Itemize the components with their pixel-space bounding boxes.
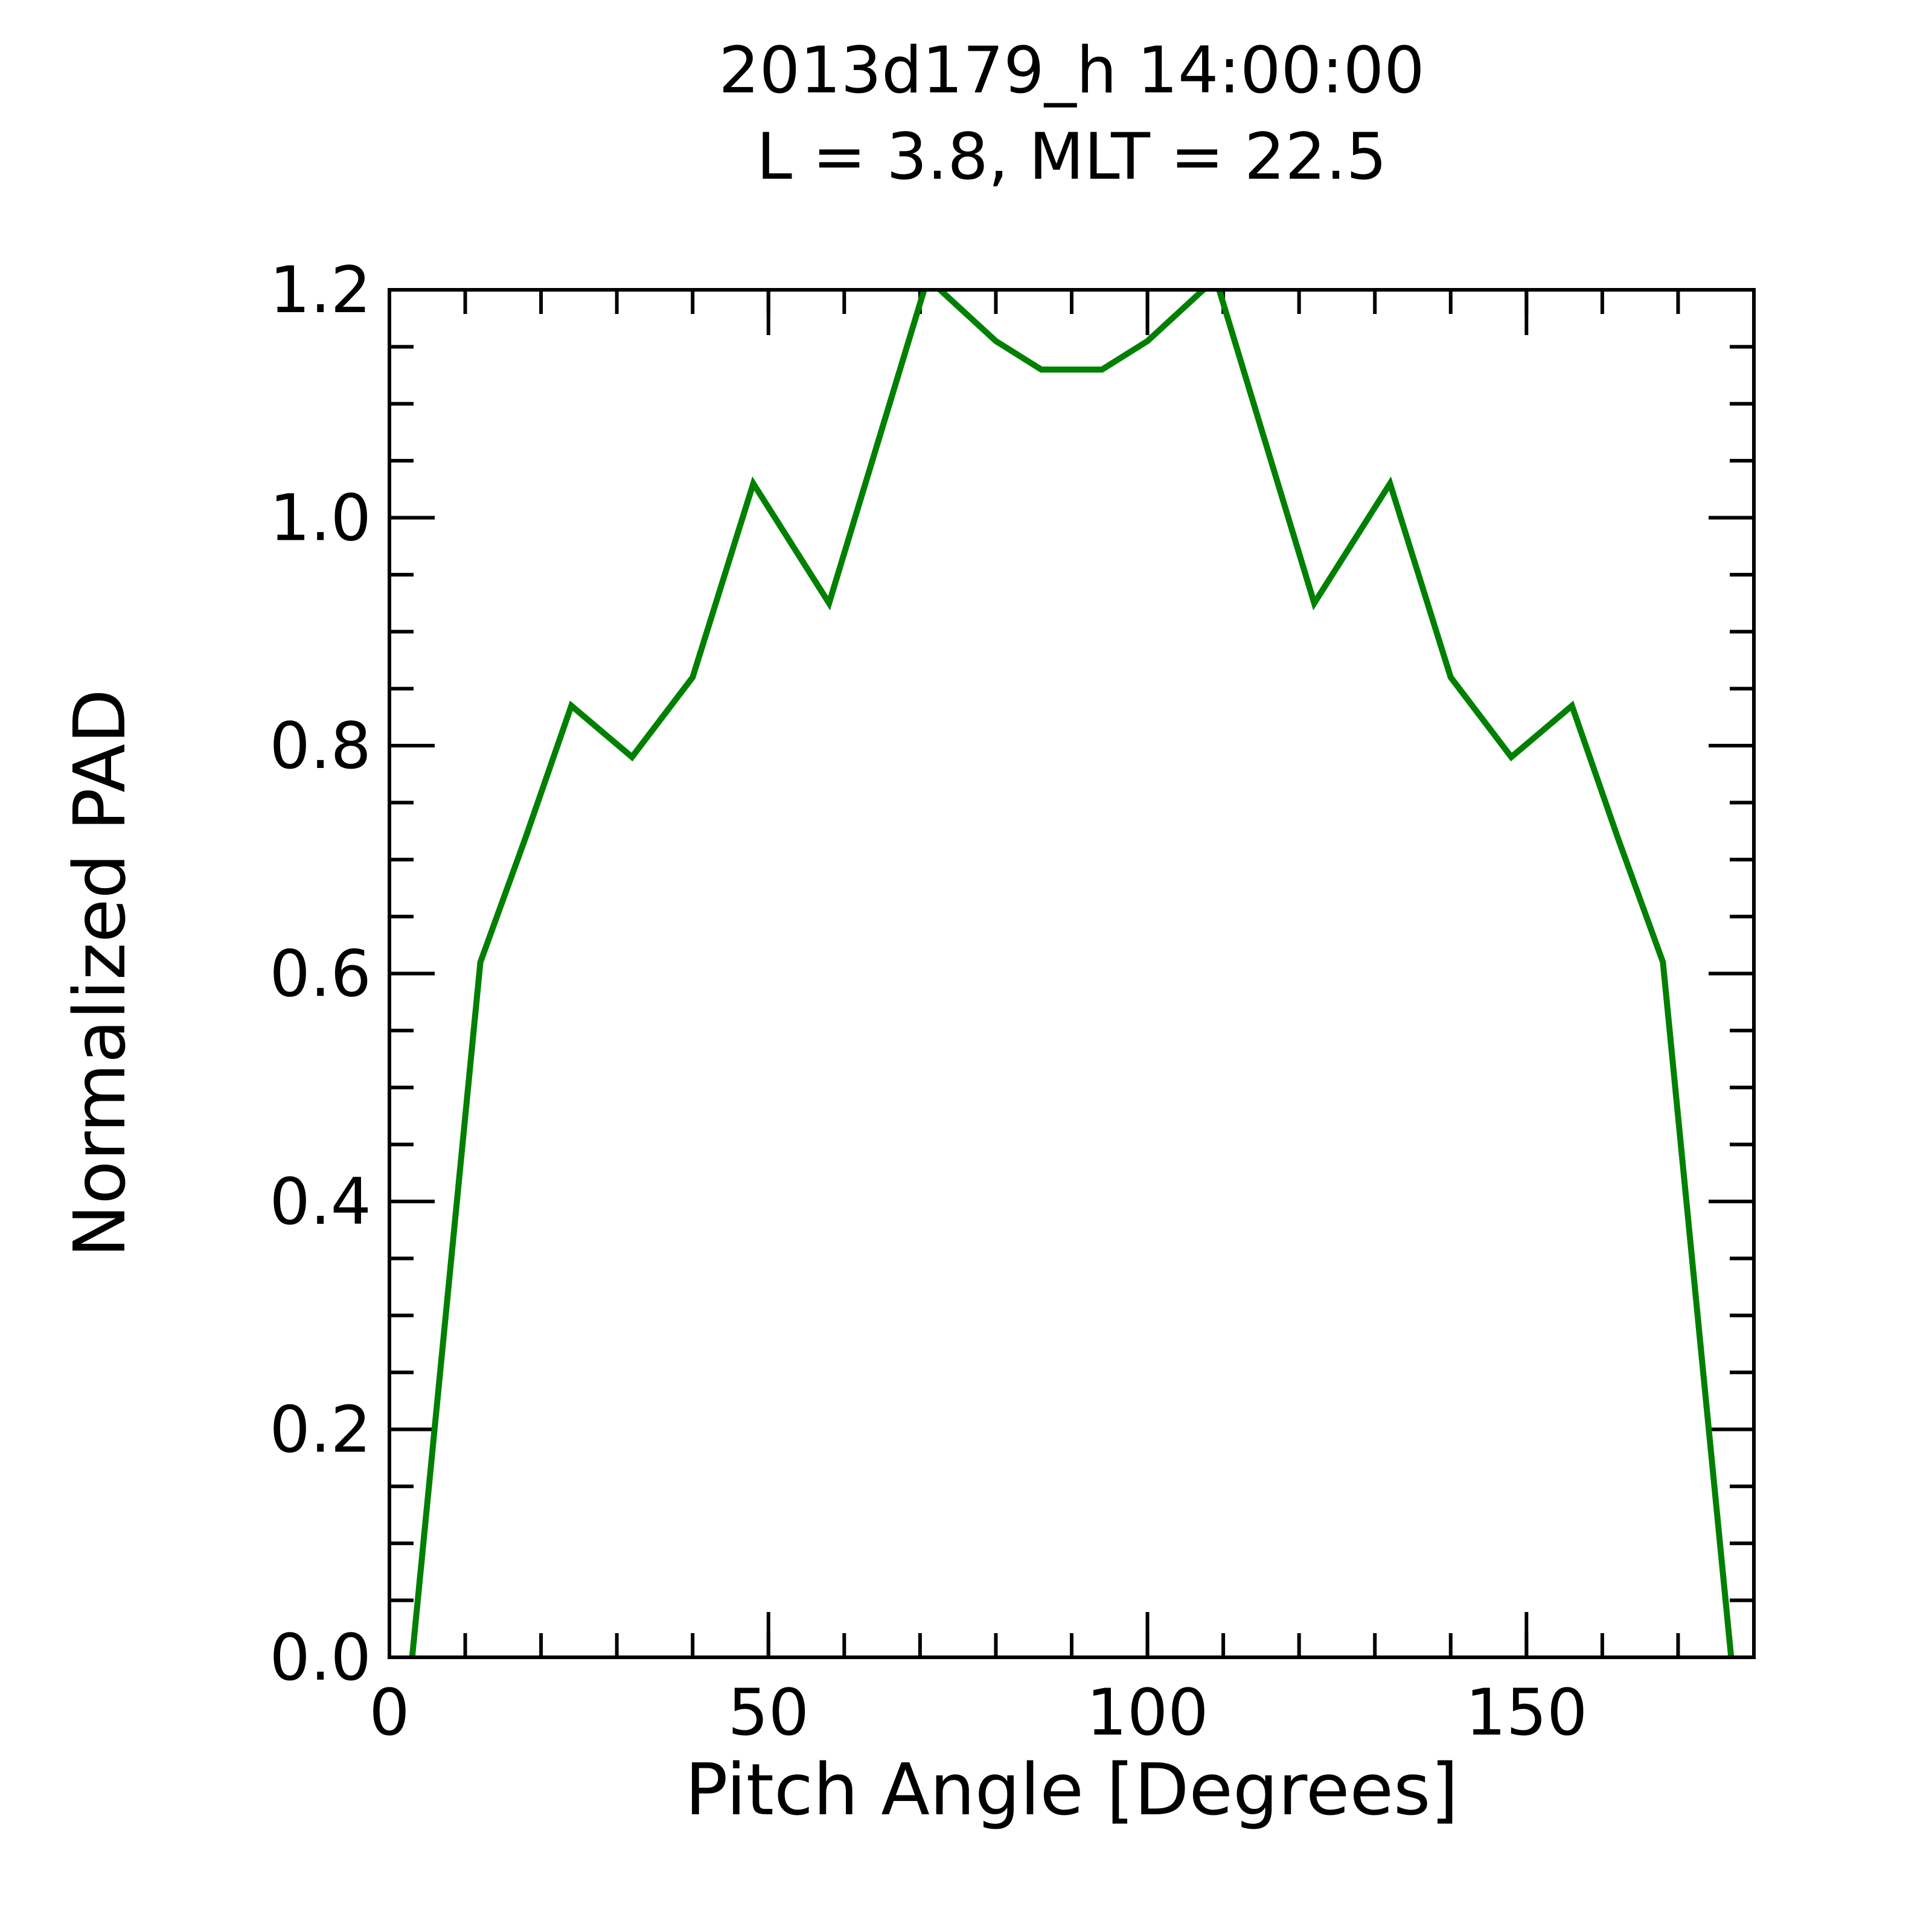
pad-series-line: [409, 290, 1735, 1657]
y-tick-label: 0.0: [269, 1620, 371, 1695]
x-tick-label: 50: [728, 1675, 809, 1750]
y-tick-label: 1.2: [269, 253, 371, 327]
x-tick-label: 150: [1465, 1675, 1587, 1750]
y-tick-label: 0.4: [269, 1165, 371, 1239]
x-tick-label: 100: [1086, 1675, 1208, 1750]
x-axis-label: Pitch Angle [Degrees]: [685, 1748, 1459, 1831]
axes-frame: [388, 288, 1756, 1659]
y-tick-label: 0.2: [269, 1393, 371, 1467]
y-tick-label: 0.6: [269, 937, 371, 1011]
chart-title: 2013d179_h 14:00:00: [718, 33, 1425, 107]
y-tick-label: 0.8: [269, 709, 371, 783]
x-tick-label: 0: [369, 1675, 409, 1750]
title-block: 2013d179_h 14:00:00 L = 3.8, MLT = 22.5: [389, 27, 1754, 200]
chart-subtitle: L = 3.8, MLT = 22.5: [756, 120, 1387, 194]
y-tick-label: 1.0: [269, 481, 371, 555]
